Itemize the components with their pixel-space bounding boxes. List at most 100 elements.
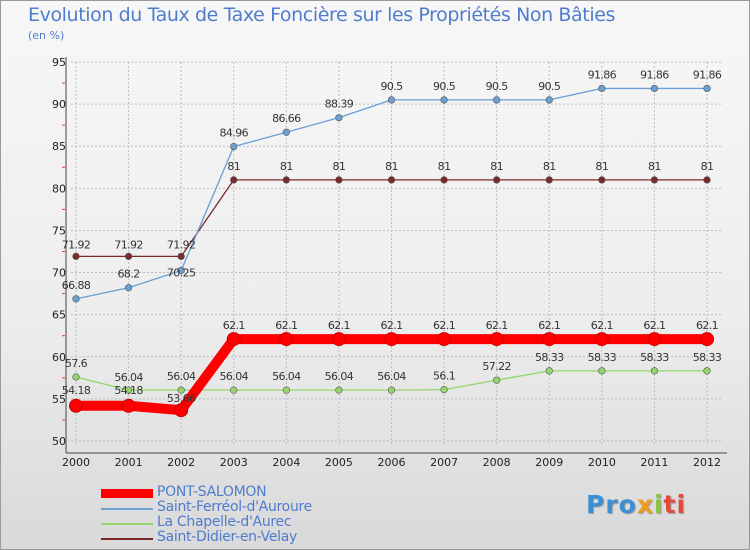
y-tick-label: 95 — [52, 56, 66, 69]
data-label: 56.04 — [272, 370, 301, 383]
legend-label: Saint-Didier-en-Velay — [157, 529, 298, 545]
data-label: 81 — [490, 160, 503, 173]
data-label: 90.5 — [486, 80, 509, 93]
data-label: 62.1 — [696, 319, 718, 332]
data-label: 88.39 — [325, 98, 354, 111]
x-tick-label: 2012 — [693, 456, 721, 469]
data-point — [335, 114, 343, 122]
y-tick-label: 85 — [52, 140, 66, 153]
legend-label: PONT-SALOMON — [157, 484, 267, 500]
logo-part-3: i — [653, 490, 664, 519]
data-point — [230, 142, 238, 151]
data-label: 62.1 — [538, 319, 560, 332]
data-point — [230, 386, 238, 394]
x-tick-label: 2010 — [588, 456, 616, 469]
data-label: 58.33 — [535, 351, 564, 364]
y-axis-unit: (en %) — [28, 29, 65, 42]
logo-part-2: x — [636, 490, 654, 519]
data-label: 56.1 — [433, 370, 455, 383]
y-tick-label: 50 — [52, 435, 66, 448]
data-point — [542, 332, 557, 347]
data-point — [226, 332, 241, 347]
data-point — [440, 386, 448, 394]
data-label: 62.1 — [643, 319, 665, 332]
x-tick-label: 2009 — [535, 456, 563, 469]
data-label: 70.25 — [167, 266, 196, 279]
data-label: 56.04 — [167, 370, 196, 383]
data-label: 56.04 — [377, 370, 406, 383]
data-point — [387, 386, 396, 394]
logo-part-4: ti — [663, 490, 687, 519]
data-point — [69, 398, 83, 413]
data-label: 71.92 — [167, 238, 196, 251]
x-tick-label: 2004 — [272, 456, 300, 469]
data-label: 86.66 — [272, 112, 301, 125]
data-label: 57.22 — [482, 360, 511, 373]
data-label: 62.1 — [433, 319, 455, 332]
data-label: 62.1 — [275, 319, 297, 332]
x-tick-label: 2002 — [167, 456, 195, 469]
data-label: 91.86 — [693, 68, 722, 81]
data-label: 54.18 — [114, 384, 143, 397]
data-label: 91.86 — [588, 68, 617, 81]
data-point — [493, 96, 501, 104]
data-point — [335, 176, 343, 184]
data-label: 58.33 — [588, 351, 617, 364]
data-point — [703, 84, 711, 93]
data-label: 57.6 — [65, 357, 88, 370]
data-label: 71.92 — [114, 238, 143, 251]
legend-swatch — [101, 508, 153, 510]
data-label: 71.92 — [62, 238, 91, 251]
data-point — [230, 176, 238, 184]
data-point — [598, 176, 606, 184]
data-label: 81 — [333, 160, 346, 173]
y-tick-label: 65 — [52, 309, 66, 322]
data-label: 81 — [385, 160, 398, 173]
data-point — [650, 367, 659, 375]
data-label: 62.1 — [223, 319, 245, 332]
data-label: 81 — [543, 160, 556, 173]
axes: 50 55 60 65 70 75 80 85 90 95 2000 2001 2002 2003 2004… — [52, 56, 727, 469]
data-point — [703, 367, 711, 375]
data-point — [594, 332, 609, 347]
legend-swatch — [101, 538, 153, 540]
data-point — [598, 84, 606, 93]
x-tick-label: 2003 — [220, 456, 248, 469]
data-label: 81 — [595, 160, 608, 173]
data-point — [279, 332, 294, 347]
series-layer — [69, 84, 714, 418]
data-point — [493, 376, 501, 384]
data-point — [493, 176, 501, 184]
logo-part-1: Pro — [586, 490, 637, 519]
data-point — [72, 295, 80, 303]
data-point — [177, 252, 185, 260]
legend-label: Saint-Ferréol-d'Auroure — [157, 499, 312, 515]
y-tick-label: 70 — [52, 267, 66, 280]
data-point — [700, 332, 714, 347]
x-tick-label: 2011 — [640, 456, 668, 469]
data-label: 84.96 — [220, 127, 249, 140]
data-label: 54.18 — [62, 384, 91, 397]
data-label: 62.1 — [591, 319, 613, 332]
data-point — [72, 252, 80, 260]
data-point — [437, 332, 452, 347]
data-point — [174, 403, 189, 418]
data-label: 90.5 — [380, 80, 403, 93]
data-label: 91.86 — [640, 68, 669, 81]
data-label: 62.1 — [328, 319, 350, 332]
data-label: 56.04 — [114, 371, 143, 384]
data-point — [545, 367, 553, 375]
data-point — [282, 128, 290, 136]
data-labels: 54.18 54.18 53.66 62.1 62.1 62.1 62.1 62.1 62.1 6… — [62, 68, 723, 405]
legend-swatch — [101, 489, 153, 498]
x-tick-label: 2007 — [430, 456, 458, 469]
data-label: 81 — [648, 160, 661, 173]
data-label: 81 — [280, 160, 293, 173]
data-point — [440, 176, 448, 184]
data-label: 56.04 — [220, 370, 249, 383]
legend-label: La Chapelle-d'Aurec — [157, 514, 292, 530]
data-point — [647, 332, 662, 347]
x-tick-label: 2008 — [483, 456, 511, 469]
